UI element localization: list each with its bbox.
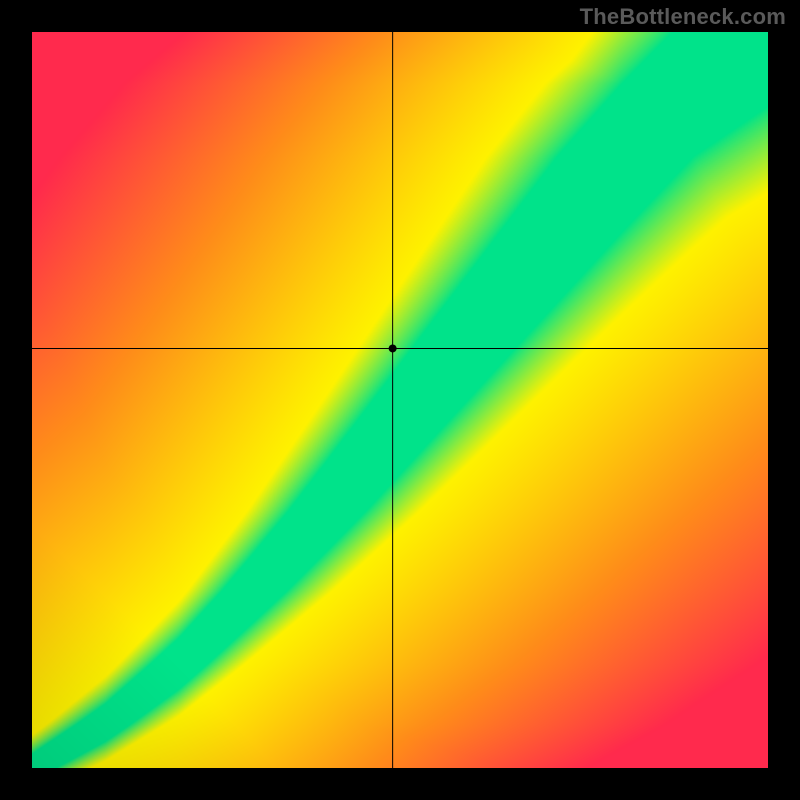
crosshair-overlay <box>32 32 768 768</box>
source-watermark: TheBottleneck.com <box>580 4 786 30</box>
crosshair-dot <box>389 344 397 352</box>
chart-container: TheBottleneck.com <box>0 0 800 800</box>
bottleneck-heatmap <box>32 32 768 768</box>
